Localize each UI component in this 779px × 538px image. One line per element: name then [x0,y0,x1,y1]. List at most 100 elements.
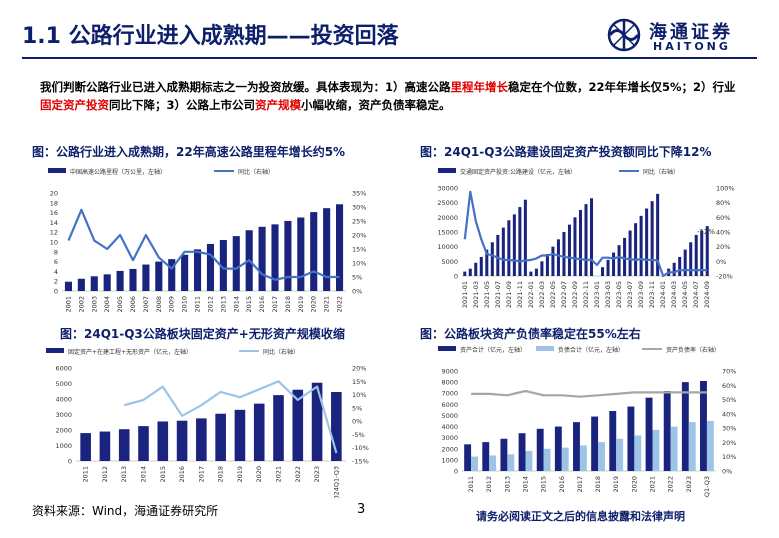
c2-xtick-19: 2024-03 [670,281,678,308]
chart3-title: 图：24Q1-Q3公路板块固定资产+无形资产规模收缩 [60,327,345,341]
c1-xtick-3: 2004 [103,296,111,313]
c2-xtick-12: 2023-01 [593,281,601,308]
c2-bar-s0-6 [496,234,500,276]
c2-xtick-7: 2022-03 [538,281,546,308]
chart2-svg: 交通固定资产投资:公路建设（亿元，左轴） 同比（右轴） 0 5000 10000 1500… [437,168,735,308]
c4-bar-s1-3 [525,451,533,471]
c3-xtick-2: 2013 [120,466,128,483]
c3-ytick-left-0: 0 [68,458,72,466]
c1-bar-s0-13 [232,236,240,291]
c1-bar-s0-19 [310,212,318,291]
c4-bar-s1-7 [598,442,605,471]
c2-annotation: -12% [697,228,715,236]
c4-ytick-right-3: 30% [722,425,736,433]
c4-ytick-left-0: 0 [454,468,458,476]
c2-bar-s0-26 [606,259,610,276]
c2-bar-s0-39 [678,256,682,276]
c3-bar-s0-12 [311,382,323,461]
c1-bar-s0-15 [258,226,266,291]
c1-xtick-14: 2015 [245,296,253,313]
c2-bar-s0-4 [485,249,489,276]
chart3-svg: 固定资产+在建工程+无形资产（亿元，左轴） 同比（右轴） 0 1000 2000 3000… [46,348,369,498]
disclaimer: 请务必阅读正文之后的信息披露和法律声明 [476,510,685,523]
c4-bar-s0-10 [645,397,653,471]
c1-ytick-left-2: 4 [54,268,58,276]
c2-bar-s0-7 [501,227,505,276]
c4-bar-s1-10 [652,429,660,471]
logo-en-text: HAITONG [653,40,731,53]
c1-ytick-left-4: 8 [54,248,58,256]
c3-ytick-right-4: 5% [352,404,362,412]
c1-bar-s0-0 [64,281,73,291]
c4-ytick-left-6: 6000 [441,401,458,409]
logo-emblem-icon [607,18,641,52]
c1-xtick-11: 2012 [206,296,214,313]
c4-ytick-left-8: 8000 [441,379,458,387]
c1-xtick-4: 2005 [116,296,124,313]
c4-bar-s1-9 [634,435,642,471]
c1-legend-label-0: 中国高速公路里程（万公里，左轴） [70,168,166,176]
c3-bar-s0-10 [273,395,284,461]
c1-ytick-right-3: 15% [352,246,366,254]
intro-text-1: 我们判断公路行业已进入成熟期标志之一为投资放缓。具体表现为：1）高速公路 [40,80,451,94]
c2-legend-label-1: 同比（右轴） [643,168,679,176]
c4-bar-s0-2 [500,438,508,471]
c4-legend-label-0: 资产合计（亿元，左轴） [460,346,526,354]
c2-bar-s0-40 [683,249,687,276]
c2-ytick-right-0: -20% [716,273,733,281]
c4-ytick-right-5: 50% [722,396,736,404]
chart2-title: 图：24Q1-Q3公路建设固定资产投资额同比下降12% [420,145,712,159]
c1-bar-s0-18 [297,217,305,291]
chart4-title: 图：公路板块资产负债率稳定在55%左右 [420,327,641,341]
c2-xtick-4: 2021-09 [505,281,513,308]
c1-ytick-left-9: 18 [50,199,58,207]
c2-ytick-left-6: 30000 [437,185,458,193]
c1-ytick-left-1: 2 [54,278,58,286]
c1-xtick-2: 2003 [90,296,98,313]
c4-bar-s0-0 [464,444,472,471]
c1-xtick-0: 2001 [64,296,72,313]
c4-bar-s0-13 [700,381,707,471]
c2-bar-s0-34 [650,201,654,276]
c1-bar-s0-10 [193,249,202,291]
c4-xtick-13: 2024Q1-Q3 [703,476,711,498]
c1-xtick-7: 2008 [155,296,163,313]
c1-xtick-13: 2014 [232,296,240,313]
c1-xtick-17: 2018 [284,296,292,313]
c1-xtick-9: 2010 [181,296,189,313]
c4-ytick-left-3: 3000 [441,434,458,442]
intro-text-4: 小幅收缩，资产负债率稳定。 [301,98,451,112]
c1-ytick-left-5: 10 [50,239,58,247]
c4-xtick-10: 2021 [649,476,657,493]
c4-ytick-left-4: 4000 [441,423,458,431]
c4-bar-s0-6 [573,422,580,471]
c3-xtick-5: 2016 [178,466,186,483]
c2-bar-s0-11 [523,199,527,276]
c2-bar-s0-32 [639,215,643,276]
c4-xtick-1: 2012 [485,476,493,493]
c1-ytick-right-5: 25% [352,218,366,226]
c2-xtick-8: 2022-05 [549,281,557,308]
c3-xtick-11: 2022 [294,466,302,483]
haitong-logo: 海通证券 HAITONG [605,16,765,56]
c3-xtick-0: 2011 [82,466,90,483]
c2-ytick-right-4: 60% [716,214,730,222]
c3-xtick-8: 2019 [236,466,244,483]
c4-ytick-right-6: 60% [722,382,736,390]
c1-bar-s0-16 [271,224,279,291]
c1-xtick-19: 2020 [310,296,318,313]
c4-bar-s0-4 [536,428,544,471]
c2-bar-s0-14 [540,261,544,276]
c2-bar-s0-33 [645,208,649,276]
c1-bar-s0-8 [168,259,176,291]
c2-bar-s0-25 [601,267,605,276]
c4-bar-s0-11 [663,391,671,471]
c2-xtick-20: 2024-05 [681,281,689,308]
c3-ytick-left-6: 6000 [55,365,72,373]
c3-bar-s0-0 [80,433,91,461]
c4-xtick-8: 2019 [612,476,620,493]
c1-ytick-left-10: 20 [50,190,58,198]
c1-bar-s0-1 [77,278,85,291]
intro-highlight-2: 固定资产投资 [40,98,109,112]
c4-ytick-right-4: 40% [722,410,736,418]
